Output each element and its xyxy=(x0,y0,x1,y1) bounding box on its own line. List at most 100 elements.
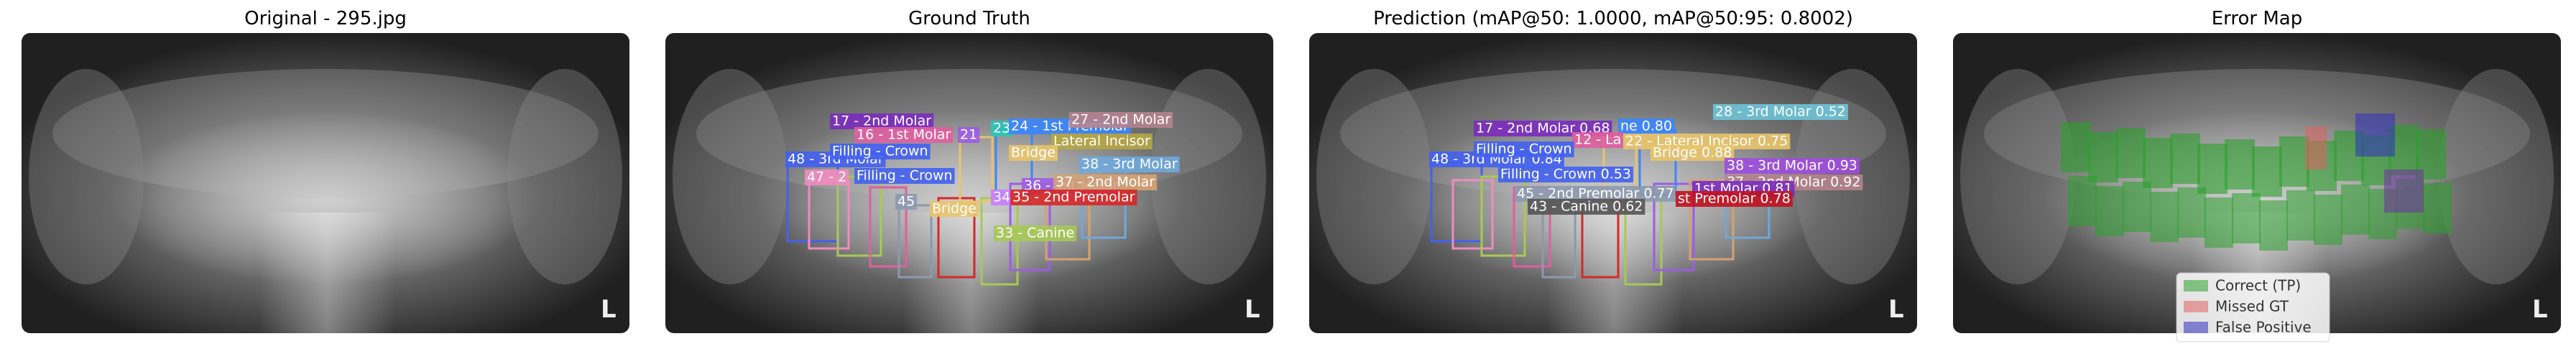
box-label: 38 - 3rd Molar 0.93 xyxy=(1727,158,1857,174)
box-label: 33 - Canine xyxy=(996,225,1074,241)
panel-title: Error Map xyxy=(2212,8,2303,29)
box-label: 34 xyxy=(993,190,1010,205)
box-label-bg xyxy=(930,201,979,217)
box-label-bg xyxy=(1618,118,1675,134)
tp-region xyxy=(2197,144,2228,194)
box-label-bg xyxy=(1515,186,1676,202)
bounding-box xyxy=(1451,179,1494,250)
tp-region xyxy=(2123,182,2151,232)
box-label-bg xyxy=(854,127,954,143)
box-label: Filling - Crown xyxy=(857,168,953,184)
box-label: 45 xyxy=(897,194,915,210)
tp-region xyxy=(2423,183,2452,233)
box-label: st Premolar 0.78 xyxy=(1678,191,1791,207)
tp-region xyxy=(2314,195,2342,245)
panel-title: Original - 295.jpg xyxy=(244,8,407,29)
box-label-bg xyxy=(1053,174,1158,190)
box-label: 37 - 2nd Molar xyxy=(1056,174,1155,190)
box-label-bg xyxy=(1079,157,1180,172)
bounding-box xyxy=(1689,179,1735,261)
tp-region xyxy=(2279,136,2309,187)
fp-region xyxy=(2384,169,2424,213)
box-label-bg xyxy=(1713,104,1848,120)
box-label-bg xyxy=(994,225,1077,241)
image-marker: L xyxy=(1245,295,1260,324)
box-label-bg xyxy=(1651,145,1735,161)
box-label-bg xyxy=(1010,190,1137,205)
box-label: Filling - Crown 0.53 xyxy=(1500,167,1631,182)
tp-region xyxy=(2286,190,2315,241)
box-label: 21 xyxy=(960,127,977,143)
tp-region xyxy=(2143,138,2173,188)
tp-region xyxy=(2061,122,2091,172)
legend-label: Correct (TP) xyxy=(2215,277,2301,294)
legend-swatch xyxy=(2184,280,2208,292)
legend-swatch xyxy=(2184,322,2208,333)
xray-image: L Correct (TP) Missed GT False Positive xyxy=(1953,33,2561,343)
box-label: Filling - Crown xyxy=(832,144,928,159)
box-label-bg xyxy=(1474,141,1574,157)
box-label: 38 - 3rd Molar xyxy=(1081,157,1178,172)
box-label: 27 - 2nd Molar xyxy=(1071,112,1171,128)
box-label: Filling - Crown xyxy=(1476,141,1572,157)
box-label-bg xyxy=(1676,191,1793,207)
tp-region xyxy=(2341,185,2370,235)
box-label-bg xyxy=(1009,145,1058,161)
box-label: 35 - 2nd Premolar xyxy=(1012,190,1135,205)
legend-swatch xyxy=(2184,301,2208,312)
box-label: Bridge xyxy=(1011,145,1056,161)
fp-region xyxy=(2355,113,2395,157)
tp-region xyxy=(2088,132,2118,182)
tp-region xyxy=(2150,192,2179,242)
xray xyxy=(665,33,1273,333)
box-label-bg xyxy=(805,169,849,185)
legend-label: False Positive xyxy=(2215,319,2312,336)
box-label: Lateral Incisor xyxy=(1053,134,1150,149)
xray xyxy=(22,33,629,333)
panel-title: Ground Truth xyxy=(908,8,1030,29)
bounding-box xyxy=(937,197,976,279)
tp-region xyxy=(2170,134,2200,184)
tp-region xyxy=(2232,193,2261,243)
xray-image: L xyxy=(22,33,629,333)
box-label-bg xyxy=(1528,199,1645,215)
legend-box xyxy=(2176,272,2330,343)
box-label-bg xyxy=(1572,132,1624,148)
box-label-bg xyxy=(991,190,1013,205)
box-label-bg xyxy=(1725,158,1860,174)
image-marker: L xyxy=(1888,295,1904,324)
box-label: 28 - 3rd Molar 0.52 xyxy=(1715,104,1846,120)
box-label: Bridge 0.88 xyxy=(1653,145,1732,161)
box-label: Bridge xyxy=(932,201,977,217)
box-label: 23 xyxy=(993,121,1010,136)
box-label: 12 - La xyxy=(1574,132,1621,148)
box-label-bg xyxy=(854,168,955,184)
box-label: 43 - Canine 0.62 xyxy=(1530,199,1643,215)
tp-region xyxy=(2068,176,2097,226)
box-label-bg xyxy=(991,121,1013,136)
box-label: 16 - 1st Molar xyxy=(857,127,951,143)
missed-region xyxy=(2305,126,2327,169)
tp-region xyxy=(2177,187,2206,238)
box-label-bg xyxy=(895,194,918,210)
legend-label: Missed GT xyxy=(2215,298,2289,315)
tp-region xyxy=(2259,200,2288,251)
box-label: ne 0.80 xyxy=(1620,118,1672,134)
tp-region xyxy=(2225,139,2255,190)
panel-title: Prediction (mAP@50: 1.0000, mAP@50:95: 0… xyxy=(1373,8,1853,29)
box-label-bg xyxy=(958,127,980,143)
legend: Correct (TP) Missed GT False Positive xyxy=(2176,272,2330,343)
box-label-bg xyxy=(1069,112,1173,128)
box-label: 45 - 2nd Premolar 0.77 xyxy=(1517,186,1674,202)
bounding-box xyxy=(1653,182,1695,271)
box-label: 47 - 2 xyxy=(807,169,846,185)
box-label-bg xyxy=(1498,167,1633,182)
box-label-bg xyxy=(830,144,931,159)
tp-region xyxy=(2252,146,2282,197)
box-label-bg xyxy=(830,113,934,129)
tp-region xyxy=(2095,186,2124,236)
tp-region xyxy=(2205,197,2233,248)
